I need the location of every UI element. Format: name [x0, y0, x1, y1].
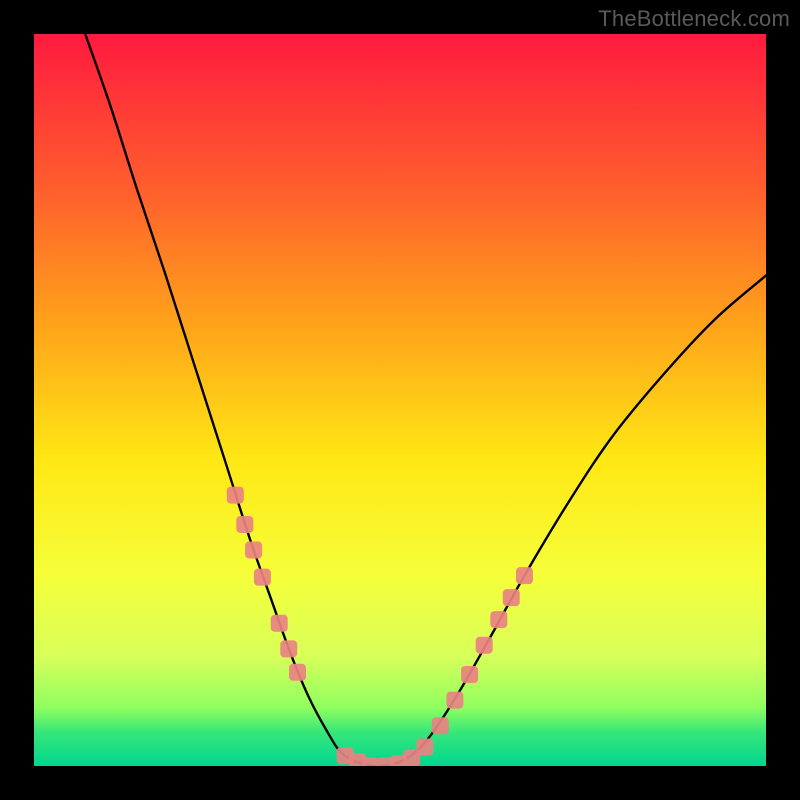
chart-svg — [0, 0, 800, 800]
watermark-text: TheBottleneck.com — [598, 6, 790, 32]
marker — [236, 516, 253, 533]
marker — [289, 664, 306, 681]
marker — [271, 615, 288, 632]
plot-background — [34, 34, 766, 766]
marker — [516, 567, 533, 584]
marker — [416, 738, 433, 755]
chart-stage: TheBottleneck.com — [0, 0, 800, 800]
marker — [245, 542, 262, 559]
marker — [490, 611, 507, 628]
marker — [446, 692, 463, 709]
marker — [461, 666, 478, 683]
marker — [476, 637, 493, 654]
marker — [227, 487, 244, 504]
marker — [432, 717, 449, 734]
marker — [503, 589, 520, 606]
marker — [254, 569, 271, 586]
marker — [280, 640, 297, 657]
